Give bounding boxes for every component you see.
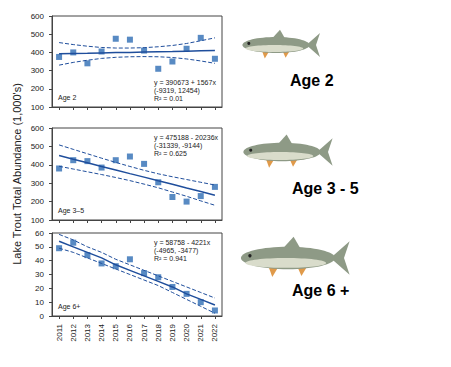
- svg-text:Age 2: Age 2: [58, 94, 76, 102]
- svg-text:500: 500: [31, 142, 45, 151]
- svg-text:200: 200: [31, 197, 45, 206]
- svg-text:600: 600: [31, 12, 45, 21]
- svg-text:400: 400: [31, 48, 45, 57]
- svg-text:50: 50: [35, 242, 44, 251]
- svg-text:y = 58758 - 4221x: y = 58758 - 4221x: [154, 239, 211, 247]
- svg-text:2019: 2019: [168, 323, 177, 341]
- svg-text:200: 200: [31, 84, 45, 93]
- svg-text:2020: 2020: [182, 323, 191, 341]
- svg-text:R² = 0.625: R² = 0.625: [154, 150, 187, 157]
- svg-text:Age 3–5: Age 3–5: [58, 207, 84, 215]
- svg-text:R² = 0.941: R² = 0.941: [154, 255, 187, 262]
- svg-text:60: 60: [35, 229, 44, 238]
- svg-text:y = 475188 - 20236x: y = 475188 - 20236x: [154, 134, 219, 142]
- svg-text:400: 400: [31, 160, 45, 169]
- svg-text:R² = 0.01: R² = 0.01: [154, 95, 183, 102]
- svg-text:Age 6+: Age 6+: [58, 303, 80, 311]
- svg-text:Lake Trout Total Abundance (1,: Lake Trout Total Abundance (1,000's): [11, 83, 23, 265]
- svg-text:y = 390673 + 1567x: y = 390673 + 1567x: [154, 79, 216, 87]
- svg-text:300: 300: [31, 66, 45, 75]
- svg-text:10: 10: [35, 298, 44, 307]
- svg-text:100: 100: [31, 103, 45, 112]
- svg-text:Age 2: Age 2: [290, 72, 334, 89]
- svg-text:300: 300: [31, 179, 45, 188]
- svg-text:(-9319, 12454): (-9319, 12454): [154, 87, 200, 95]
- svg-text:100: 100: [31, 216, 45, 225]
- svg-text:30: 30: [35, 270, 44, 279]
- svg-text:Age 3 - 5: Age 3 - 5: [292, 180, 359, 197]
- svg-text:2012: 2012: [69, 323, 78, 341]
- svg-text:2011: 2011: [55, 323, 64, 341]
- svg-text:Age 6 +: Age 6 +: [292, 282, 349, 299]
- svg-text:600: 600: [31, 124, 45, 133]
- svg-text:2016: 2016: [125, 323, 134, 341]
- svg-text:(-31339, -9144): (-31339, -9144): [154, 142, 202, 150]
- svg-text:2021: 2021: [196, 323, 205, 341]
- svg-text:2015: 2015: [111, 323, 120, 341]
- svg-text:2017: 2017: [140, 323, 149, 341]
- svg-text:20: 20: [35, 284, 44, 293]
- svg-text:(-4965, -3477): (-4965, -3477): [154, 247, 198, 255]
- svg-text:2014: 2014: [97, 323, 106, 341]
- svg-text:0: 0: [40, 312, 45, 321]
- svg-text:2013: 2013: [83, 323, 92, 341]
- svg-text:40: 40: [35, 256, 44, 265]
- svg-text:500: 500: [31, 30, 45, 39]
- svg-text:2022: 2022: [210, 323, 219, 341]
- svg-text:2018: 2018: [154, 323, 163, 341]
